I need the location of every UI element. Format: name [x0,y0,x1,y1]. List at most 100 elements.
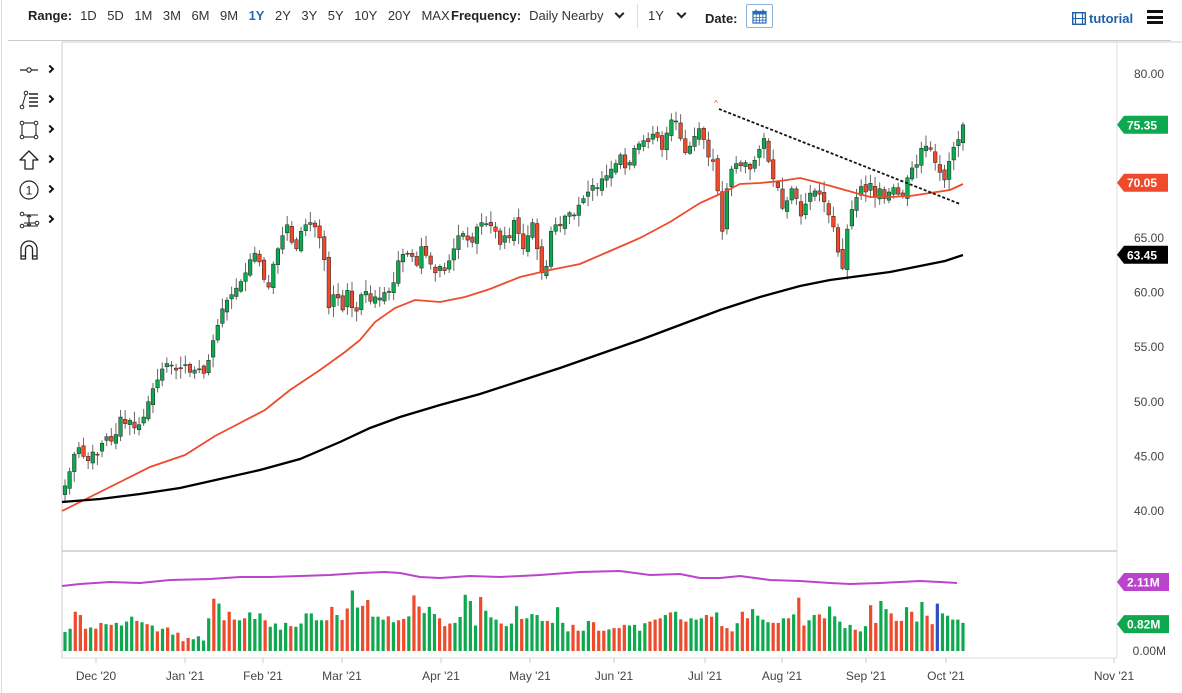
time-tick-label: Apr '21 [422,669,460,683]
volume-bar [468,600,472,651]
period-value[interactable]: 1Y [648,8,664,23]
range-option-1m[interactable]: 1M [134,8,153,23]
candle-up [220,308,225,324]
candle-down [775,181,780,188]
candle-up [461,233,466,237]
volume-bar [268,626,272,651]
candle-up [692,136,697,147]
candle-up [396,260,401,284]
volume-bar [104,624,108,651]
candle-down [368,293,373,302]
calendar-button[interactable] [745,4,773,28]
price-tag-ma-200 [1117,245,1168,264]
tool-annotation[interactable]: 1 [18,175,58,205]
candle-down [465,235,470,241]
volume-bar [956,619,960,651]
candle-down [835,227,841,253]
range-option-10y[interactable]: 10Y [354,8,378,23]
candle-down [840,249,845,269]
hamburger-menu-icon[interactable] [1147,10,1163,24]
candle-down [896,187,901,195]
volume-bar [294,626,298,651]
time-tick-label: Aug '21 [762,669,803,683]
volume-bar [879,600,883,651]
tool-arrow[interactable] [18,145,58,175]
frequency-selector[interactable]: Frequency: Daily Nearby [451,8,624,23]
candle-up [248,259,253,276]
candle-down [937,164,942,173]
candle-up [697,128,702,140]
candle-up [729,168,734,188]
volume-bar [166,627,170,651]
range-option-max[interactable]: MAX [421,8,450,23]
price-tick-label: 80.00 [1134,67,1164,81]
candle-up [511,220,517,241]
candle-up [590,185,595,191]
range-option-1y[interactable]: 1Y [248,8,265,23]
candle-up [812,190,817,197]
range-option-20y[interactable]: 20Y [387,8,411,23]
range-option-5y[interactable]: 5Y [327,8,344,23]
candle-down [261,259,267,280]
tool-line[interactable] [18,55,58,85]
candle-down [794,188,799,199]
tool-rectangle[interactable] [18,115,58,145]
candle-up [595,187,600,189]
trendline[interactable]: ^ [714,99,961,205]
price-tick-label: 65.00 [1134,231,1164,245]
volume-bar [889,613,893,651]
svg-text:1: 1 [26,184,33,198]
candle-down [822,192,827,203]
candle-down [294,239,299,250]
candle-up [400,254,405,263]
period-selector[interactable]: 1Y [648,8,687,23]
volume-bar [345,608,349,651]
range-option-3m[interactable]: 3M [162,8,181,23]
volume-tag-last-volume [1117,615,1169,634]
candle-up [206,359,211,374]
volume-bar [858,631,862,651]
numbered-circle-icon: 1 [18,179,40,201]
volume-bar [330,606,334,651]
time-axis: Dec '20 Jan '21 Feb '21 Mar '21 Apr '21 May '… [76,658,1134,683]
volume-bar [176,632,180,651]
candle-up [211,340,216,358]
volume-bar [940,613,945,651]
volume-bar [525,618,529,651]
candle-down [414,256,419,266]
price-tag-last-price-label: 75.35 [1127,118,1157,132]
volume-bar [545,620,549,651]
candle-up [886,191,891,201]
volume-bar [89,627,93,651]
candle-down [863,184,868,193]
volume-bar [709,616,714,651]
tool-fibonacci[interactable] [18,85,58,115]
candle-up [609,168,614,179]
range-option-5d[interactable]: 5D [107,8,124,23]
candle-up [308,222,313,225]
volume-bar [884,609,888,651]
candle-up [229,294,234,300]
candle-down [433,266,438,274]
range-option-9m[interactable]: 9M [220,8,239,23]
volume-bar [704,615,709,651]
tutorial-link[interactable]: tutorial [1072,11,1133,26]
candle-up [437,266,442,271]
tool-magnet[interactable] [18,235,58,265]
tool-measure[interactable] [18,205,58,235]
candle-up [391,282,396,293]
volume-bar [627,625,632,651]
range-option-2y[interactable]: 2Y [274,8,291,23]
volume-bar [674,611,678,651]
candle-down [123,419,128,424]
range-option-1d[interactable]: 1D [80,8,97,23]
candle-up [877,188,882,200]
frequency-value[interactable]: Daily Nearby [529,8,604,23]
candle-up [757,149,762,158]
candle-down [442,267,447,271]
range-option-6m[interactable]: 6M [191,8,210,23]
price-axis: 80.0075.0070.0065.0060.0055.0050.0045.00… [1133,67,1166,658]
range-option-3y[interactable]: 3Y [301,8,318,23]
volume-bar [571,624,575,651]
